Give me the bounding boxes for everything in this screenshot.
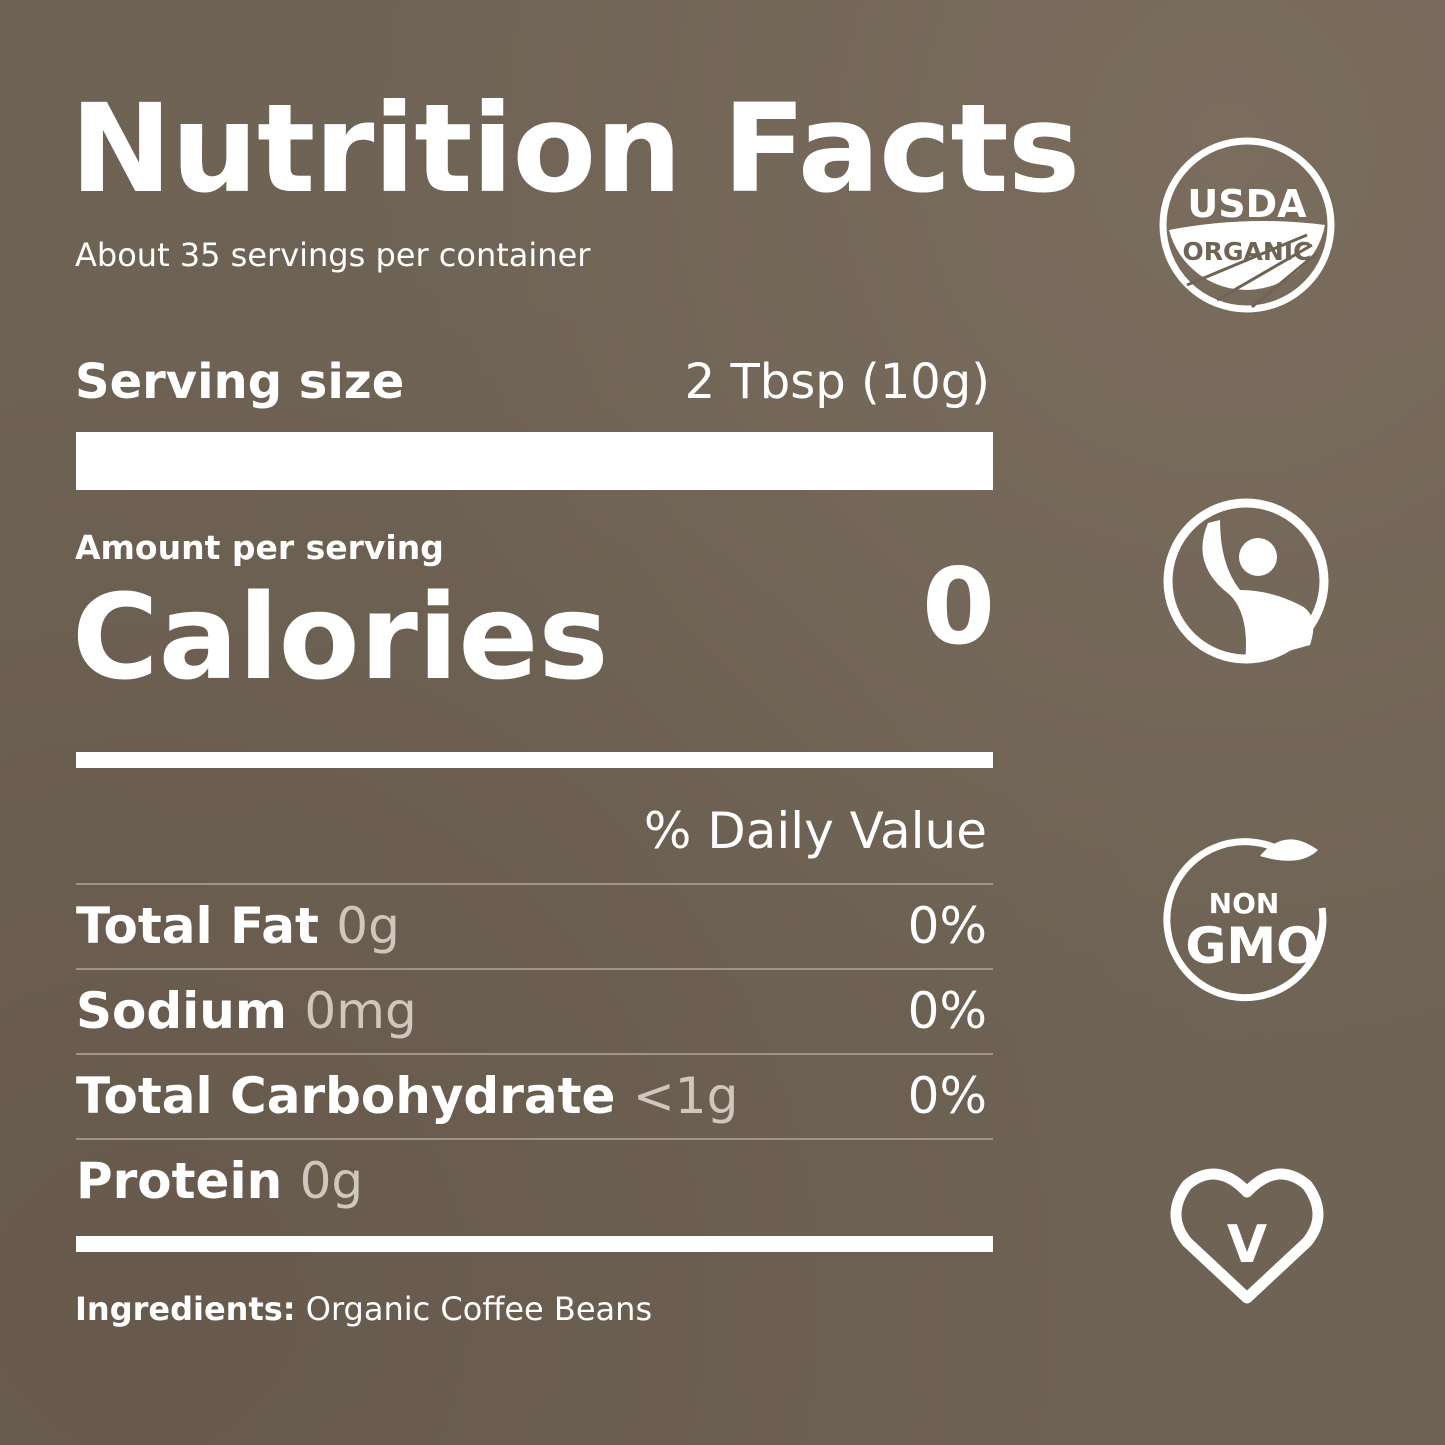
ingredients: Ingredients: Organic Coffee Beans — [75, 1290, 652, 1328]
bottom-divider — [76, 1236, 993, 1252]
v-text: V — [1227, 1215, 1267, 1275]
nutrient-name: Sodium — [76, 982, 287, 1040]
ingredients-label: Ingredients: — [75, 1290, 296, 1328]
nutrient-name: Total Fat — [76, 897, 319, 955]
nutrient-dv: 0% — [907, 982, 987, 1040]
medium-divider — [76, 752, 993, 768]
non-text: NON — [1209, 887, 1280, 920]
nutrient-row: Total Fat 0g 0% — [76, 883, 993, 968]
usda-organic-icon: USDA ORGANIC — [1159, 137, 1335, 313]
nutrient-amount: 0mg — [304, 982, 417, 1040]
nutrient-amount: 0g — [336, 897, 400, 955]
nutrient-row: Protein 0g — [76, 1138, 993, 1223]
nutrient-name: Protein — [76, 1152, 283, 1210]
daily-value-header: % Daily Value — [643, 802, 987, 860]
nutrient-row: Sodium 0mg 0% — [76, 968, 993, 1053]
gmo-text: GMO — [1185, 917, 1318, 975]
calories-value: 0 — [921, 546, 995, 668]
serving-size-label: Serving size — [75, 354, 405, 410]
nutrient-name: Total Carbohydrate — [76, 1067, 616, 1125]
ingredients-value: Organic Coffee Beans — [305, 1290, 653, 1328]
calories-label: Calories — [72, 568, 609, 706]
serving-size-value: 2 Tbsp (10g) — [684, 354, 990, 410]
fair-trade-icon — [1163, 498, 1329, 664]
vegan-heart-icon: V — [1170, 1168, 1324, 1304]
thick-divider — [76, 432, 993, 490]
usda-text: USDA — [1187, 182, 1307, 226]
nutrient-row: Total Carbohydrate <1g 0% — [76, 1053, 993, 1138]
nutrient-amount: 0g — [299, 1152, 364, 1210]
page-title: Nutrition Facts — [70, 78, 1080, 220]
servings-per-container: About 35 servings per container — [75, 236, 591, 274]
amount-per-serving-label: Amount per serving — [75, 528, 444, 567]
nutrient-amount: <1g — [632, 1067, 739, 1125]
nutrient-dv: 0% — [907, 897, 987, 955]
nutrient-dv: 0% — [907, 1067, 987, 1125]
non-gmo-icon: NON GMO — [1163, 838, 1327, 1002]
